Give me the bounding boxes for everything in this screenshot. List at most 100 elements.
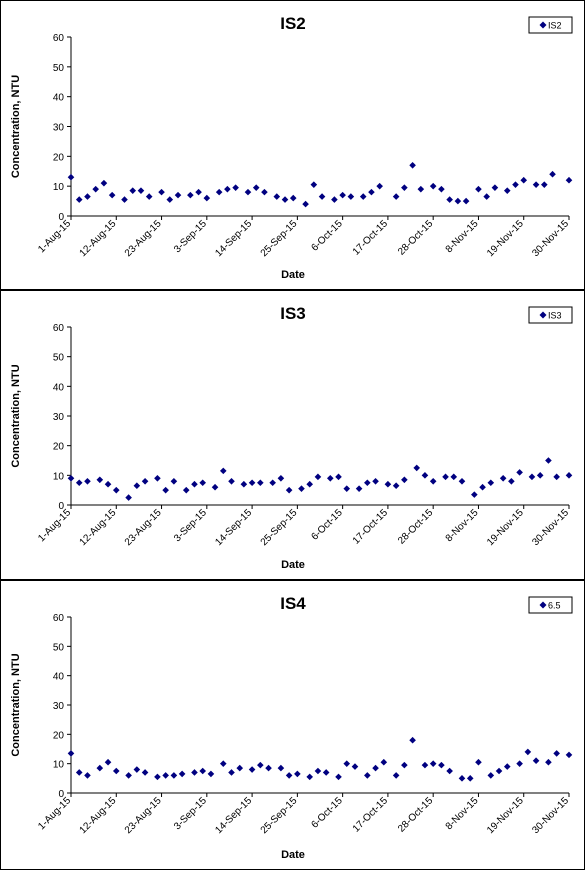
x-tick-label: 19-Nov-15 xyxy=(485,218,526,259)
data-point xyxy=(182,486,190,494)
x-tick-label: 19-Nov-15 xyxy=(485,507,526,548)
data-point xyxy=(528,473,536,481)
data-point xyxy=(429,182,437,190)
y-tick-label: 50 xyxy=(53,642,65,653)
x-tick-label: 6-Oct-15 xyxy=(309,507,345,543)
data-point xyxy=(335,773,342,781)
data-point xyxy=(524,748,532,756)
x-tick-label: 8-Nov-15 xyxy=(444,795,481,832)
data-point xyxy=(545,758,552,766)
data-point xyxy=(273,193,281,200)
y-tick-label: 30 xyxy=(53,412,65,423)
x-tick-label: 28-Oct-15 xyxy=(396,507,436,547)
data-point xyxy=(108,191,116,199)
data-point xyxy=(104,480,112,488)
data-point xyxy=(121,196,128,203)
data-point xyxy=(277,764,285,772)
y-tick-label: 40 xyxy=(53,382,65,393)
data-point xyxy=(294,770,301,778)
data-point xyxy=(503,187,511,194)
x-tick-label: 19-Nov-15 xyxy=(485,795,526,836)
data-point xyxy=(359,193,367,200)
y-tick-label: 0 xyxy=(58,501,64,512)
data-point xyxy=(392,772,400,779)
x-tick-label: 1-Aug-15 xyxy=(36,795,73,832)
chart-is3: IS3 0 10 20 30 40 50 60 1-Aug-15 12-Aug-15 23-Aug-… xyxy=(10,304,573,571)
data-point xyxy=(326,475,334,482)
x-tick-label: 25-Sep-15 xyxy=(259,507,300,548)
data-point xyxy=(314,767,322,775)
x-tick-label: 6-Oct-15 xyxy=(309,218,345,254)
data-point xyxy=(199,479,207,487)
data-point xyxy=(384,480,392,488)
data-point xyxy=(92,185,99,193)
data-point xyxy=(532,181,540,188)
data-point xyxy=(257,761,264,769)
data-point xyxy=(446,767,453,775)
data-point xyxy=(298,485,305,492)
data-point xyxy=(285,486,293,494)
x-tick-label: 17-Oct-15 xyxy=(351,795,391,835)
legend-box xyxy=(528,306,573,324)
x-tick-label: 25-Sep-15 xyxy=(259,795,300,836)
y-tick-label: 20 xyxy=(53,152,65,163)
legend: IS2 xyxy=(528,16,573,34)
data-point xyxy=(450,473,458,481)
y-tick-label: 40 xyxy=(53,672,65,683)
data-point xyxy=(417,185,425,193)
data-point xyxy=(314,473,322,481)
x-axis-label: Date xyxy=(281,849,305,861)
y-tick-label: 60 xyxy=(53,33,65,44)
data-point xyxy=(162,772,169,779)
data-point xyxy=(265,764,272,772)
y-axis-label: Concentration, NTU xyxy=(10,75,22,178)
chart-title: IS2 xyxy=(280,14,306,33)
legend-box xyxy=(528,16,573,34)
y-tick-label: 20 xyxy=(53,442,65,453)
data-point xyxy=(166,196,174,203)
chart-panel-is4: IS4 0 10 20 30 40 50 60 1-Aug-15 12-Aug-15 23-Aug-… xyxy=(0,580,585,870)
data-point xyxy=(553,473,560,481)
data-point xyxy=(421,472,429,479)
data-point xyxy=(471,491,478,498)
y-tick-label: 10 xyxy=(53,760,65,771)
chart-title: IS4 xyxy=(280,594,306,613)
data-point xyxy=(112,767,120,775)
data-point xyxy=(137,187,145,194)
y-tick-label: 60 xyxy=(53,323,65,334)
data-point xyxy=(228,769,235,776)
data-point xyxy=(75,196,83,203)
x-axis-label: Date xyxy=(281,269,305,281)
data-point xyxy=(483,193,490,200)
data-point xyxy=(67,475,75,482)
y-tick-label: 0 xyxy=(58,789,64,800)
data-point xyxy=(516,469,523,476)
data-point xyxy=(244,188,252,196)
data-point xyxy=(84,772,91,779)
y-axis-label: Concentration, NTU xyxy=(10,653,22,756)
data-point xyxy=(409,736,416,744)
x-tick-label: 12-Aug-15 xyxy=(78,507,119,548)
x-tick-label: 3-Sep-15 xyxy=(172,218,209,255)
data-point xyxy=(466,775,474,782)
chart-title: IS3 xyxy=(280,304,306,323)
chart-is2: IS2 0 10 20 30 40 50 60 1-Aug-15 12-Aug-15 23-Aug-… xyxy=(10,14,573,281)
data-point xyxy=(343,485,351,492)
x-tick-label: 25-Sep-15 xyxy=(259,218,300,259)
data-point xyxy=(170,772,178,779)
data-point xyxy=(207,770,215,778)
data-point xyxy=(532,757,540,765)
data-point xyxy=(203,194,211,202)
x-tick-label: 1-Aug-15 xyxy=(36,507,73,544)
data-point xyxy=(442,473,449,481)
data-point xyxy=(512,181,519,188)
data-point xyxy=(211,483,219,491)
data-point xyxy=(232,184,239,191)
legend-label: IS3 xyxy=(548,311,562,321)
data-point xyxy=(351,763,359,770)
data-point xyxy=(495,767,503,775)
y-tick-label: 0 xyxy=(58,212,64,223)
data-point xyxy=(520,176,528,184)
data-point xyxy=(187,191,194,199)
data-point xyxy=(141,477,149,485)
